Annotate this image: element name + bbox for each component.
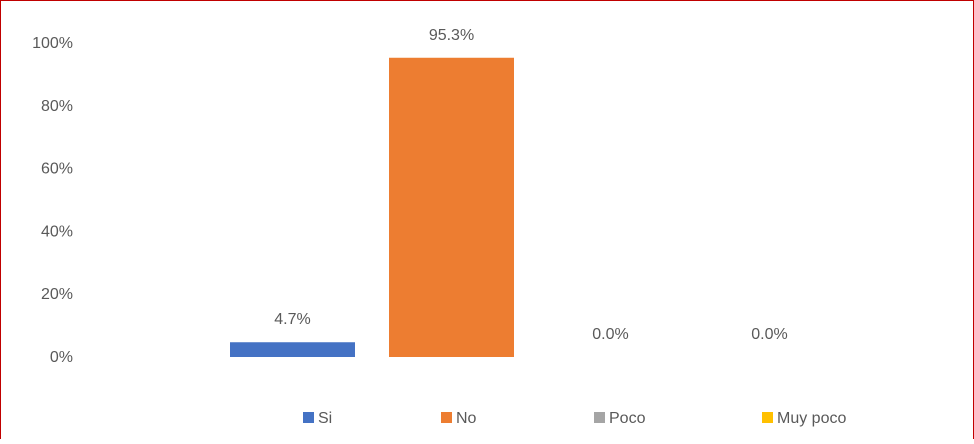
y-tick-label: 100% [32,35,73,52]
legend-label: Si [318,410,332,427]
legend: Si No Poco Muy poco [303,410,846,427]
data-label-poco: 0.0% [592,326,628,343]
y-tick-label: 80% [41,98,73,115]
legend-label: Muy poco [777,410,846,427]
legend-swatch [441,412,452,423]
bars [230,57,514,358]
bar-si [230,342,355,357]
data-label-no: 95.3% [429,27,474,44]
y-tick-label: 60% [41,161,73,178]
legend-swatch [303,412,314,423]
legend-label: No [456,410,477,427]
legend-swatch [762,412,773,423]
legend-label: Poco [609,410,646,427]
data-labels: 4.7% 95.3% 0.0% 0.0% [274,27,787,343]
bar-no [389,57,514,358]
legend-swatch [594,412,605,423]
data-label-muy-poco: 0.0% [751,326,787,343]
data-label-si: 4.7% [274,311,310,328]
y-tick-label: 40% [41,223,73,240]
y-tick-label: 0% [50,349,73,366]
y-axis: 0% 20% 40% 60% 80% 100% [32,35,73,366]
y-tick-label: 20% [41,286,73,303]
